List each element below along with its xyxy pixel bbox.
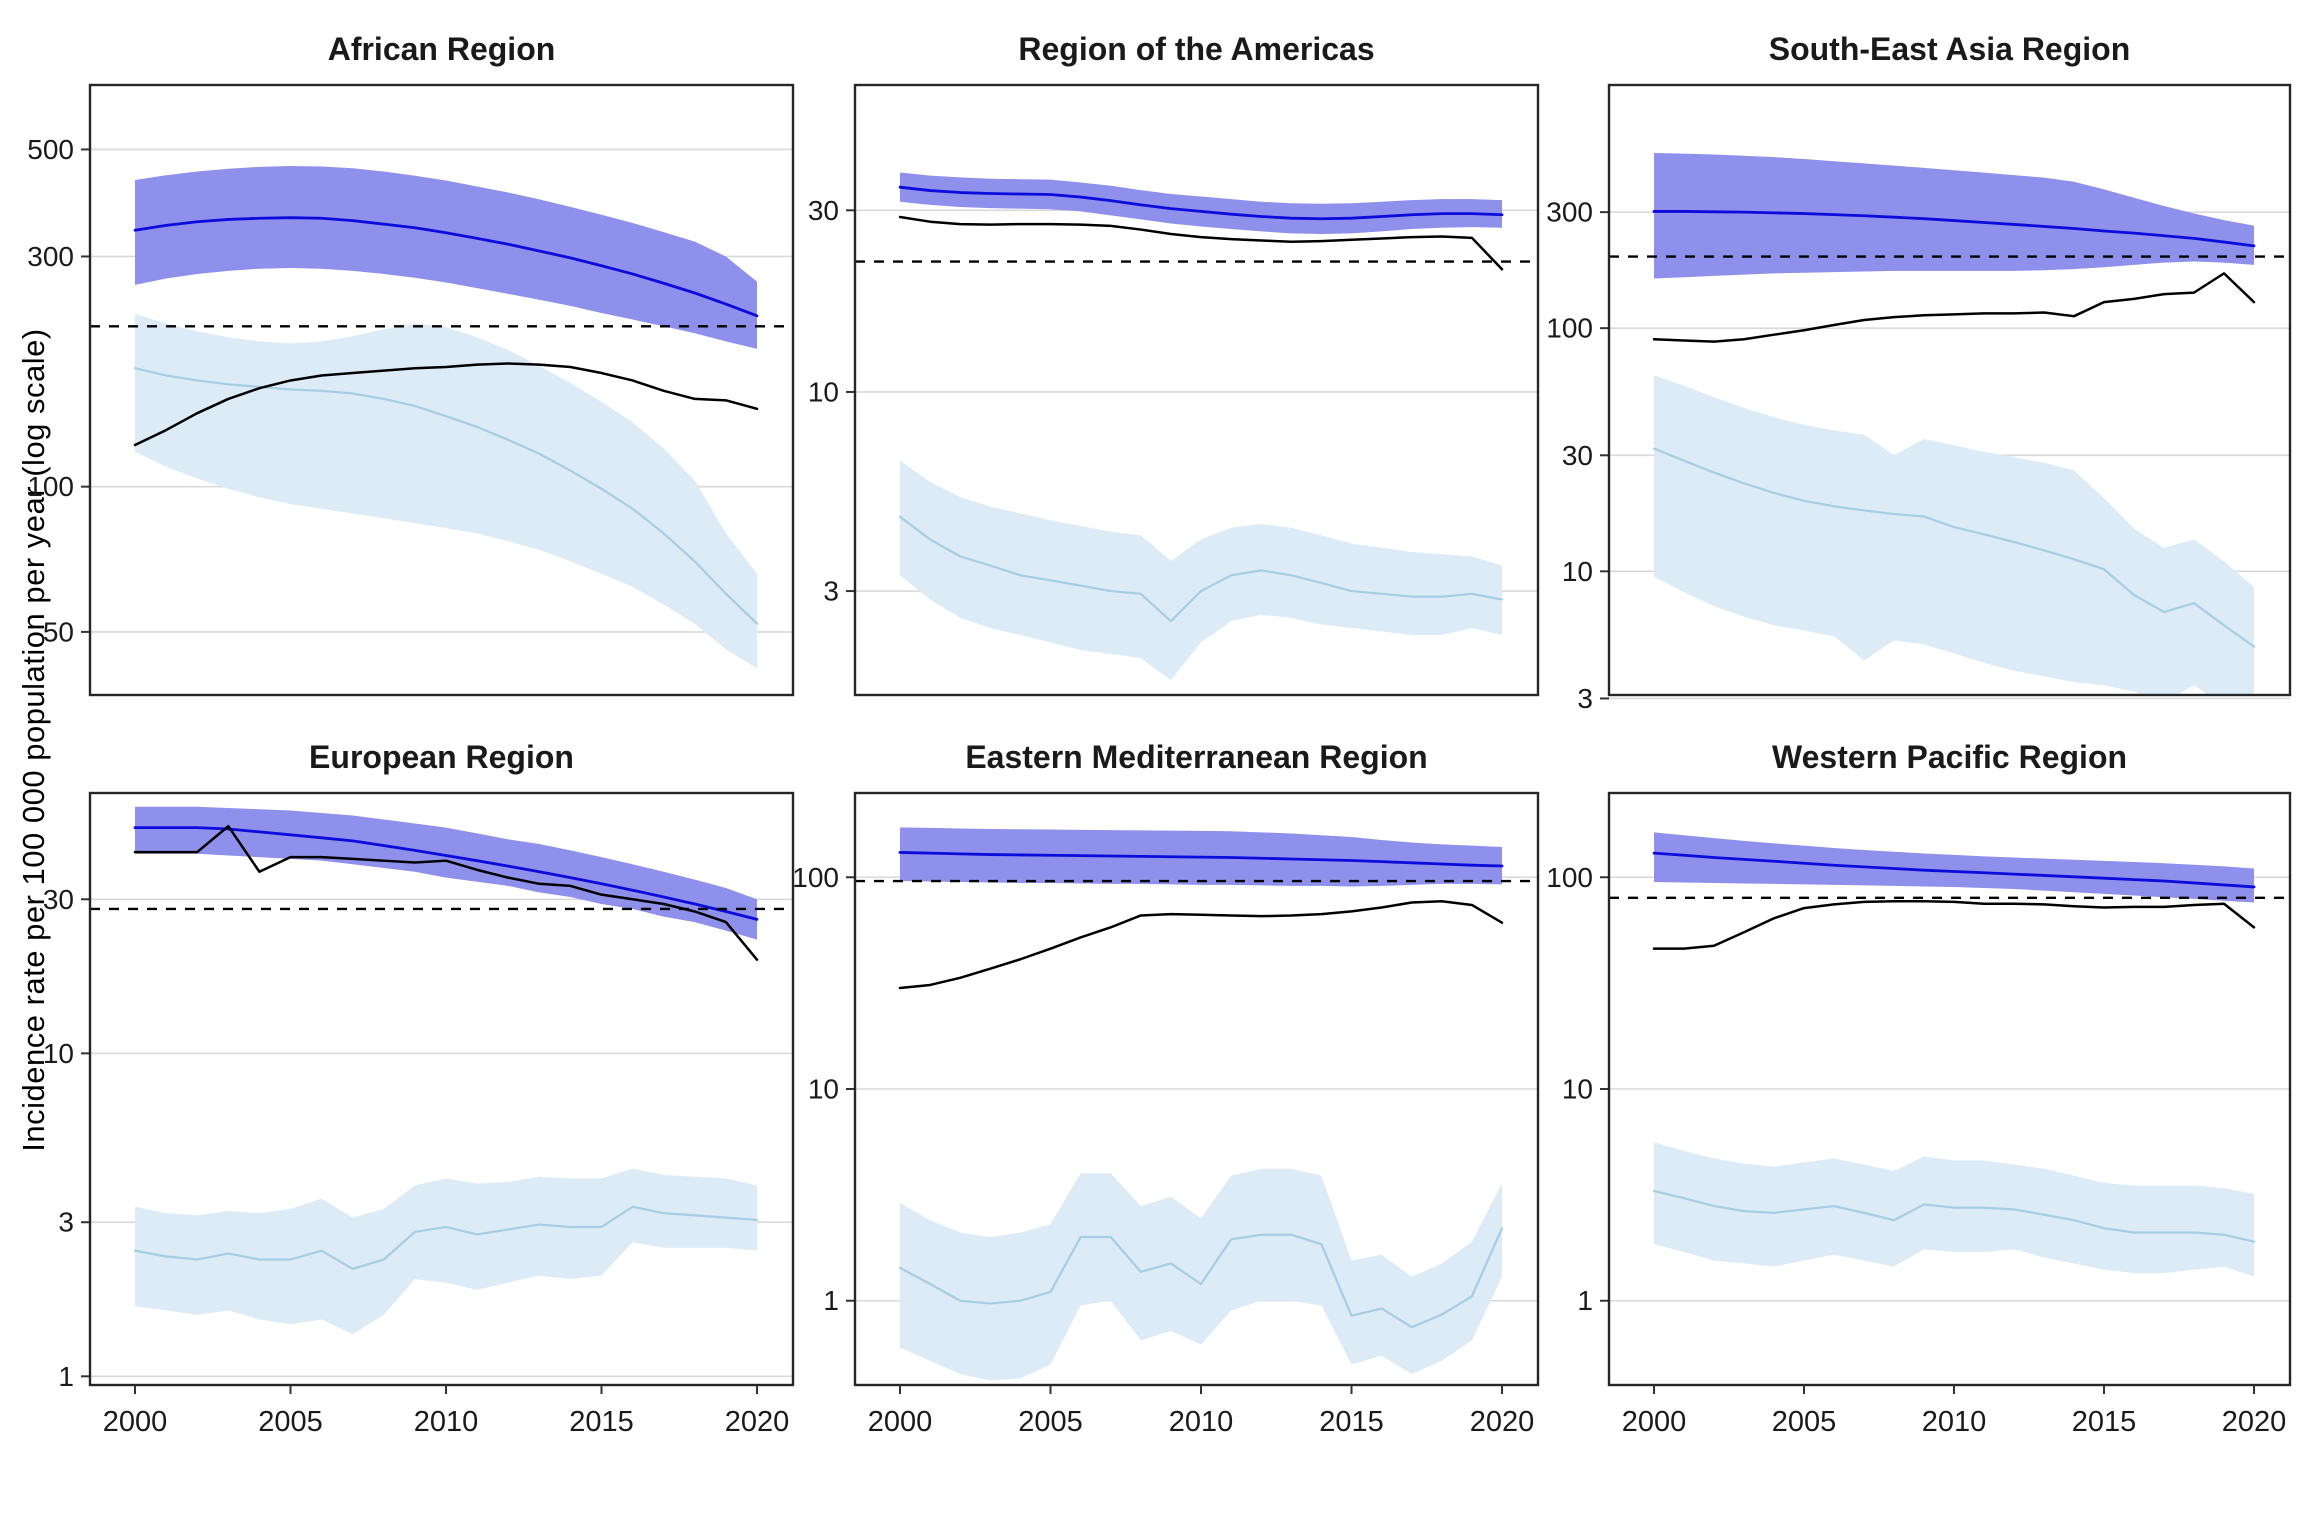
x-tick-label: 2000	[103, 1406, 168, 1438]
x-tick-label: 2015	[569, 1406, 634, 1438]
panel-border	[88, 791, 795, 1387]
light_blue-band	[135, 1168, 757, 1335]
estimate_blue-line	[133, 826, 759, 921]
estimate_blue-band	[135, 806, 757, 940]
x-tick-label: 2010	[1922, 1406, 1987, 1438]
light_blue-line	[133, 367, 759, 625]
estimate_blue-band	[135, 165, 757, 349]
x-tick-label: 2010	[414, 1406, 479, 1438]
panel-border	[853, 83, 1540, 697]
x-tick-label: 2000	[868, 1406, 933, 1438]
black_notifications-line	[133, 824, 759, 961]
x-tick-label: 2005	[1018, 1406, 1083, 1438]
light_blue-band	[900, 460, 1502, 681]
panel-title: Region of the Americas	[1018, 31, 1374, 67]
estimate_blue-band	[1654, 153, 2254, 279]
x-tick-label: 2015	[1319, 1406, 1384, 1438]
y-tick-label: 100	[1546, 862, 1593, 893]
black_notifications-line	[898, 900, 1504, 990]
y-tick-label: 3	[823, 576, 839, 607]
light_blue-line	[898, 515, 1504, 623]
panel-title: Eastern Mediterranean Region	[965, 739, 1427, 775]
y-tick-label: 50	[43, 616, 74, 647]
black_notifications-line	[133, 362, 759, 447]
y-tick-label: 300	[1546, 197, 1593, 228]
panel-title: Western Pacific Region	[1772, 739, 2127, 775]
x-tick-label: 2020	[725, 1406, 790, 1438]
light_blue-band	[1654, 1142, 2254, 1277]
y-tick-label: 1	[1577, 1285, 1593, 1316]
y-tick-label: 3	[1577, 683, 1593, 714]
light_blue-line	[898, 1227, 1504, 1329]
panel-region-of-the-americas: 30 10 3 Region of the Americas	[808, 31, 1540, 697]
y-tick-label: 100	[792, 862, 839, 893]
panel-title: South-East Asia Region	[1769, 31, 2131, 67]
panel-title: European Region	[309, 739, 574, 775]
x-tick-label: 2015	[2072, 1406, 2137, 1438]
y-tick-label: 100	[1546, 313, 1593, 344]
y-tick-label: 100	[27, 471, 74, 502]
estimate_blue-band	[1654, 832, 2254, 903]
x-tick-label: 2005	[258, 1406, 323, 1438]
panel-border	[853, 791, 1540, 1387]
x-tick-label: 2000	[1622, 1406, 1687, 1438]
panel-south-east-asia-region: 300 100 30 10 3 South-East Asia Region	[1546, 31, 2292, 714]
light_blue-band	[1654, 375, 2254, 695]
x-tick-label: 2020	[2222, 1406, 2287, 1438]
x-tick-label: 2010	[1169, 1406, 1234, 1438]
black_notifications-line	[1652, 272, 2256, 343]
y-tick-label: 10	[1562, 556, 1593, 587]
estimate_blue-line	[133, 216, 759, 318]
y-tick-label: 10	[43, 1038, 74, 1069]
estimate_blue-line	[898, 851, 1504, 868]
y-tick-label: 3	[58, 1207, 74, 1238]
black_notifications-line	[1652, 900, 2256, 950]
y-tick-label: 30	[43, 884, 74, 915]
estimate_blue-line	[1652, 210, 2256, 248]
estimate_blue-line	[1652, 851, 2256, 889]
panel-border	[88, 83, 795, 697]
light_blue-band	[135, 313, 757, 669]
panel-western-pacific-region: 100 10 1 Western Pacific Region 2000 2005 2010…	[1546, 739, 2292, 1438]
y-tick-label: 1	[823, 1285, 839, 1316]
y-tick-label: 300	[27, 241, 74, 272]
black_notifications-line	[898, 215, 1504, 271]
x-tick-label: 2005	[1772, 1406, 1837, 1438]
y-tick-label: 10	[1562, 1074, 1593, 1105]
panel-border	[1607, 791, 2292, 1387]
light_blue-line	[1652, 447, 2256, 648]
y-tick-label: 1	[58, 1361, 74, 1392]
y-tick-label: 10	[808, 1074, 839, 1105]
panel-title: African Region	[328, 31, 556, 67]
panel-border	[1607, 83, 2292, 697]
y-tick-label: 30	[1562, 440, 1593, 471]
panel-european-region: 30 10 3 1 European Region 2000 2005 2010 2015 202…	[43, 739, 795, 1438]
light_blue-line	[1652, 1189, 2256, 1243]
light_blue-line	[133, 1205, 759, 1271]
panel-eastern-mediterranean-region: 100 10 1 Eastern Mediterranean Region 2000 20…	[792, 739, 1540, 1438]
x-tick-label: 2020	[1470, 1406, 1535, 1438]
light_blue-band	[900, 1168, 1502, 1381]
y-tick-label: 30	[808, 195, 839, 226]
estimate_blue-line	[898, 185, 1504, 221]
panel-african-region: 500 300 100 50 African Region	[27, 31, 795, 697]
y-tick-label: 10	[808, 376, 839, 407]
y-tick-label: 500	[27, 134, 74, 165]
